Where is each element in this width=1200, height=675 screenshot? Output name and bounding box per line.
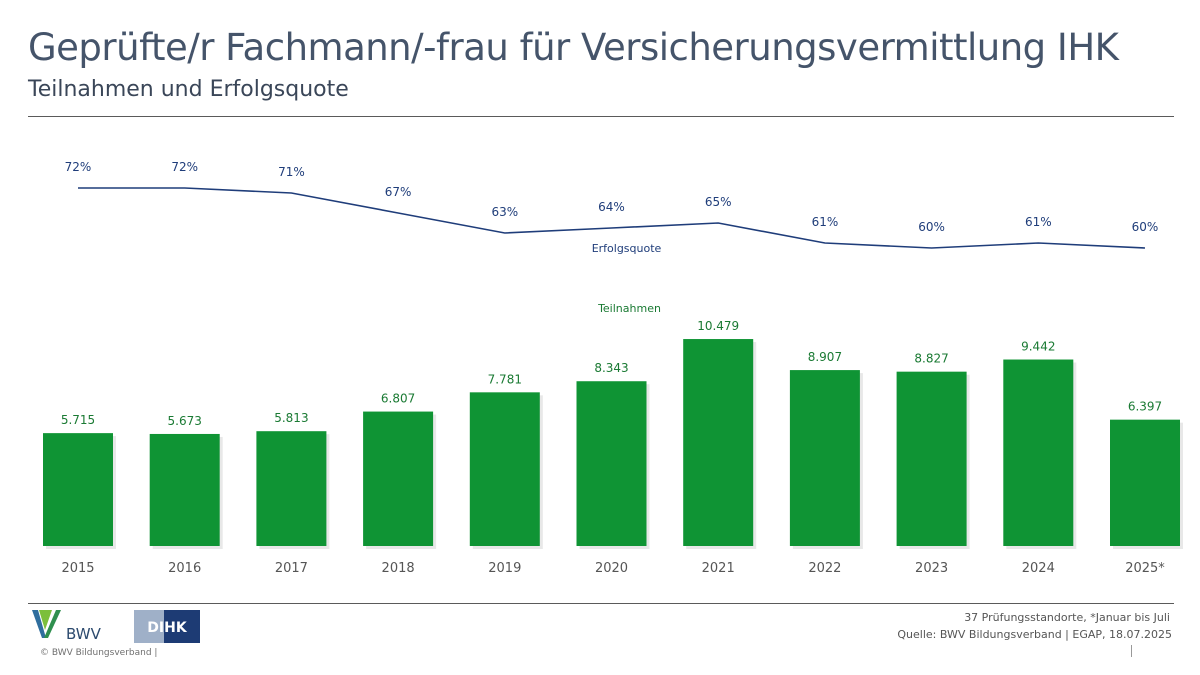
x-tick-label: 2020 bbox=[595, 561, 628, 576]
bar bbox=[789, 370, 860, 546]
line-value-label: 67% bbox=[385, 185, 412, 199]
line-value-label: 64% bbox=[598, 200, 625, 214]
page-title: Geprüfte/r Fachmann/-frau für Versicheru… bbox=[28, 26, 1119, 69]
bar-value-label: 5.673 bbox=[168, 414, 202, 428]
bwv-logo-text: BWV bbox=[66, 625, 101, 643]
bar-series-label: Teilnahmen bbox=[597, 302, 661, 315]
bar bbox=[683, 339, 754, 546]
bwv-logo-icon bbox=[32, 610, 61, 638]
bar-value-label: 5.715 bbox=[61, 413, 95, 427]
x-tick-label: 2019 bbox=[488, 561, 521, 576]
x-tick-label: 2015 bbox=[61, 561, 94, 576]
line-value-label: 71% bbox=[278, 165, 305, 179]
line-value-label: 60% bbox=[1132, 220, 1159, 234]
bar bbox=[43, 433, 113, 546]
bar-value-label: 8.343 bbox=[594, 361, 628, 375]
x-tick-label: 2017 bbox=[275, 561, 308, 576]
dihk-logo-icon: DIHK bbox=[134, 610, 200, 643]
bar-value-label: 8.907 bbox=[808, 350, 842, 364]
combo-chart: 5.715 2015 5.673 2016 5.813 2017 6.807 2018 7.78… bbox=[43, 160, 1183, 576]
line-series-label: Erfolgsquote bbox=[592, 242, 662, 255]
footnote: 37 Prüfungsstandorte, *Januar bis Juli bbox=[964, 611, 1170, 624]
dihk-logo-text: DIHK bbox=[147, 620, 188, 636]
copyright-text: © BWV Bildungsverband | bbox=[40, 648, 158, 658]
page-subtitle: Teilnahmen und Erfolgsquote bbox=[28, 77, 349, 102]
bar-value-label: 10.479 bbox=[697, 319, 739, 333]
x-tick-label: 2024 bbox=[1022, 561, 1055, 576]
x-tick-label: 2016 bbox=[168, 561, 201, 576]
line-series bbox=[78, 187, 1146, 249]
line-value-label: 72% bbox=[65, 160, 92, 174]
bar bbox=[576, 381, 647, 546]
line-value-label: 65% bbox=[705, 195, 732, 209]
bar bbox=[363, 411, 434, 546]
page-separator bbox=[1131, 645, 1132, 657]
source-note: Quelle: BWV Bildungsverband | EGAP, 18.0… bbox=[897, 628, 1172, 641]
x-tick-label: 2023 bbox=[915, 561, 948, 576]
line-value-label: 61% bbox=[1025, 215, 1052, 229]
bar bbox=[149, 433, 220, 546]
x-tick-label: 2025* bbox=[1125, 561, 1165, 576]
bar-value-label: 7.781 bbox=[488, 372, 522, 386]
bar bbox=[256, 431, 327, 546]
x-tick-label: 2022 bbox=[808, 561, 841, 576]
line-value-label: 72% bbox=[171, 160, 198, 174]
header-divider bbox=[28, 116, 1174, 117]
bar bbox=[469, 392, 540, 546]
line-value-label: 61% bbox=[812, 215, 839, 229]
line-value-label: 60% bbox=[918, 220, 945, 234]
bar bbox=[1003, 359, 1074, 546]
line-value-label: 63% bbox=[491, 205, 518, 219]
bar-value-label: 5.813 bbox=[274, 411, 308, 425]
footer-divider bbox=[28, 603, 1174, 604]
bar-value-label: 6.397 bbox=[1128, 400, 1162, 414]
x-tick-label: 2021 bbox=[702, 561, 735, 576]
bar-value-label: 8.827 bbox=[914, 352, 948, 366]
bar bbox=[896, 371, 967, 546]
bar-value-label: 6.807 bbox=[381, 392, 415, 406]
bar-value-label: 9.442 bbox=[1021, 340, 1055, 354]
bar bbox=[1110, 419, 1180, 546]
x-tick-label: 2018 bbox=[382, 561, 415, 576]
